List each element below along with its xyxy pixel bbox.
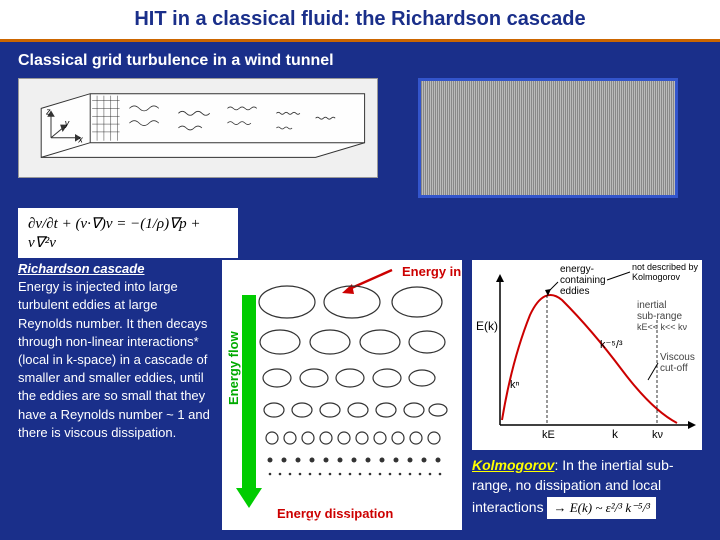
richardson-body: Energy is injected into large turbulent … (18, 279, 210, 440)
title-bar: HIT in a classical fluid: the Richardson… (0, 0, 720, 42)
navier-stokes-equation: ∂v/∂t + (v·∇)v = −(1/ρ)∇p + ν∇²v (18, 208, 238, 258)
svg-text:y: y (64, 118, 70, 128)
svg-text:cut-off: cut-off (660, 363, 688, 374)
content-area: Classical grid turbulence in a wind tunn… (0, 42, 720, 536)
energy-in-label: Energy in (402, 264, 461, 279)
cascade-diagram: Energy in Energy flow Energy dissip (222, 260, 462, 530)
kolmogorov-name: Kolmogorov (472, 457, 554, 473)
spectrum-diagram: E(k) kE k kν kⁿ k⁻⁵/³ energy- containing… (472, 260, 702, 450)
svg-text:eddies: eddies (560, 286, 589, 297)
subtitle: Classical grid turbulence in a wind tunn… (18, 48, 702, 74)
inertial-cond: kE<< k<< kν (637, 322, 688, 332)
viscous-label: Viscous (660, 352, 695, 363)
energy-eddies-label: energy- (560, 264, 594, 275)
k-axis-label: k (612, 427, 619, 441)
richardson-heading: Richardson cascade (18, 261, 144, 276)
lower-row: Richardson cascade Energy is injected in… (18, 260, 702, 530)
spectrum-area: E(k) kE k kν kⁿ k⁻⁵/³ energy- containing… (472, 260, 702, 530)
page-title: HIT in a classical fluid: the Richardson… (20, 8, 700, 31)
wind-tunnel-diagram: x z y (18, 78, 378, 178)
top-images-row: x z y (18, 78, 702, 198)
km53-label: k⁻⁵/³ (600, 339, 623, 351)
kn-label: kⁿ (510, 379, 520, 391)
svg-text:containing: containing (560, 275, 606, 286)
exactly-how-note: * Exactly how? (300, 514, 392, 530)
result-equation: → E(k) ~ ε²/³ k⁻⁵/³ (547, 497, 656, 519)
turbulence-photo (418, 78, 678, 198)
ke-tick: kE (542, 429, 555, 441)
kolmogorov-text: Kolmogorov: In the inertial sub-range, n… (472, 456, 702, 519)
richardson-text: Richardson cascade Energy is injected in… (18, 260, 212, 530)
svg-text:z: z (45, 106, 51, 116)
not-kolm-label: not described by (632, 262, 699, 272)
energy-flow-label: Energy flow (226, 330, 241, 405)
svg-text:sub-range: sub-range (637, 311, 682, 322)
kv-tick: kν (652, 429, 664, 441)
inertial-label: inertial (637, 300, 666, 311)
svg-text:x: x (77, 135, 83, 145)
svg-text:Kolmogorov: Kolmogorov (632, 272, 681, 282)
ek-axis-label: E(k) (476, 319, 498, 333)
